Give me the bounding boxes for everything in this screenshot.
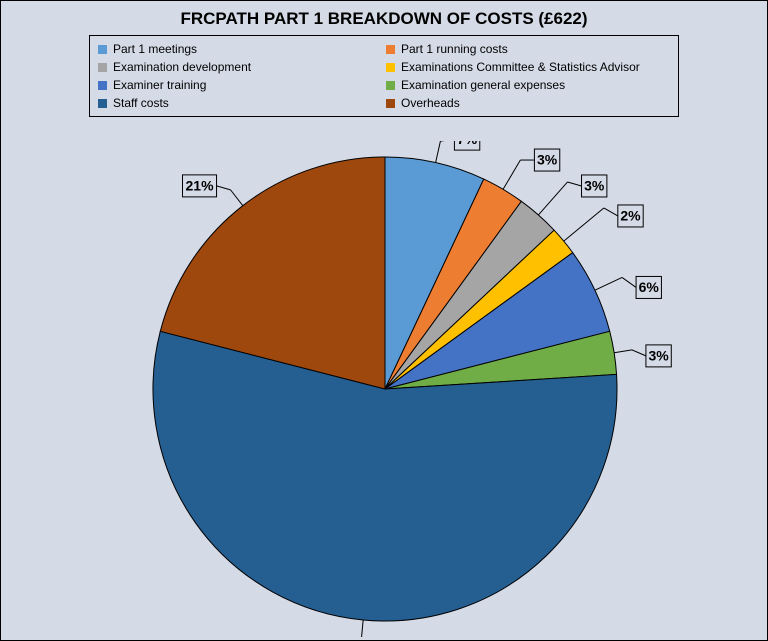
legend-label: Staff costs [113, 96, 169, 110]
legend-swatch [386, 81, 395, 90]
legend-swatch [98, 45, 107, 54]
pct-label: 6% [639, 279, 660, 295]
pct-label: 3% [537, 152, 558, 168]
pct-label: 21% [186, 178, 215, 194]
legend: Part 1 meetings Part 1 running costs Exami… [89, 35, 679, 117]
legend-item: Part 1 running costs [384, 40, 672, 58]
legend-item: Examination general expenses [384, 76, 672, 94]
legend-label: Examination general expenses [401, 78, 565, 92]
legend-item: Staff costs [96, 94, 384, 112]
pct-label: 3% [584, 178, 605, 194]
legend-item: Overheads [384, 94, 672, 112]
chart-title: FRCPATH PART 1 BREAKDOWN OF COSTS (£622) [1, 9, 767, 29]
pct-label: 7% [457, 141, 478, 147]
legend-item: Examiner training [96, 76, 384, 94]
legend-swatch [386, 99, 395, 108]
legend-swatch [98, 99, 107, 108]
legend-swatch [386, 63, 395, 72]
legend-item: Examinations Committee & Statistics Advi… [384, 58, 672, 76]
legend-swatch [98, 63, 107, 72]
pie-chart: 7%3%3%2%6%3%55%21% [1, 141, 767, 632]
legend-swatch [98, 81, 107, 90]
legend-label: Part 1 running costs [401, 42, 508, 56]
pct-label: 2% [620, 208, 641, 224]
pct-label: 3% [648, 348, 669, 364]
chart-frame: { "chart": { "type": "pie", "title": "FR… [0, 0, 768, 641]
legend-item: Part 1 meetings [96, 40, 384, 58]
legend-label: Examinations Committee & Statistics Advi… [401, 60, 640, 74]
legend-label: Examiner training [113, 78, 206, 92]
legend-swatch [386, 45, 395, 54]
legend-item: Examination development [96, 58, 384, 76]
legend-label: Part 1 meetings [113, 42, 197, 56]
legend-label: Overheads [401, 96, 460, 110]
legend-label: Examination development [113, 60, 251, 74]
